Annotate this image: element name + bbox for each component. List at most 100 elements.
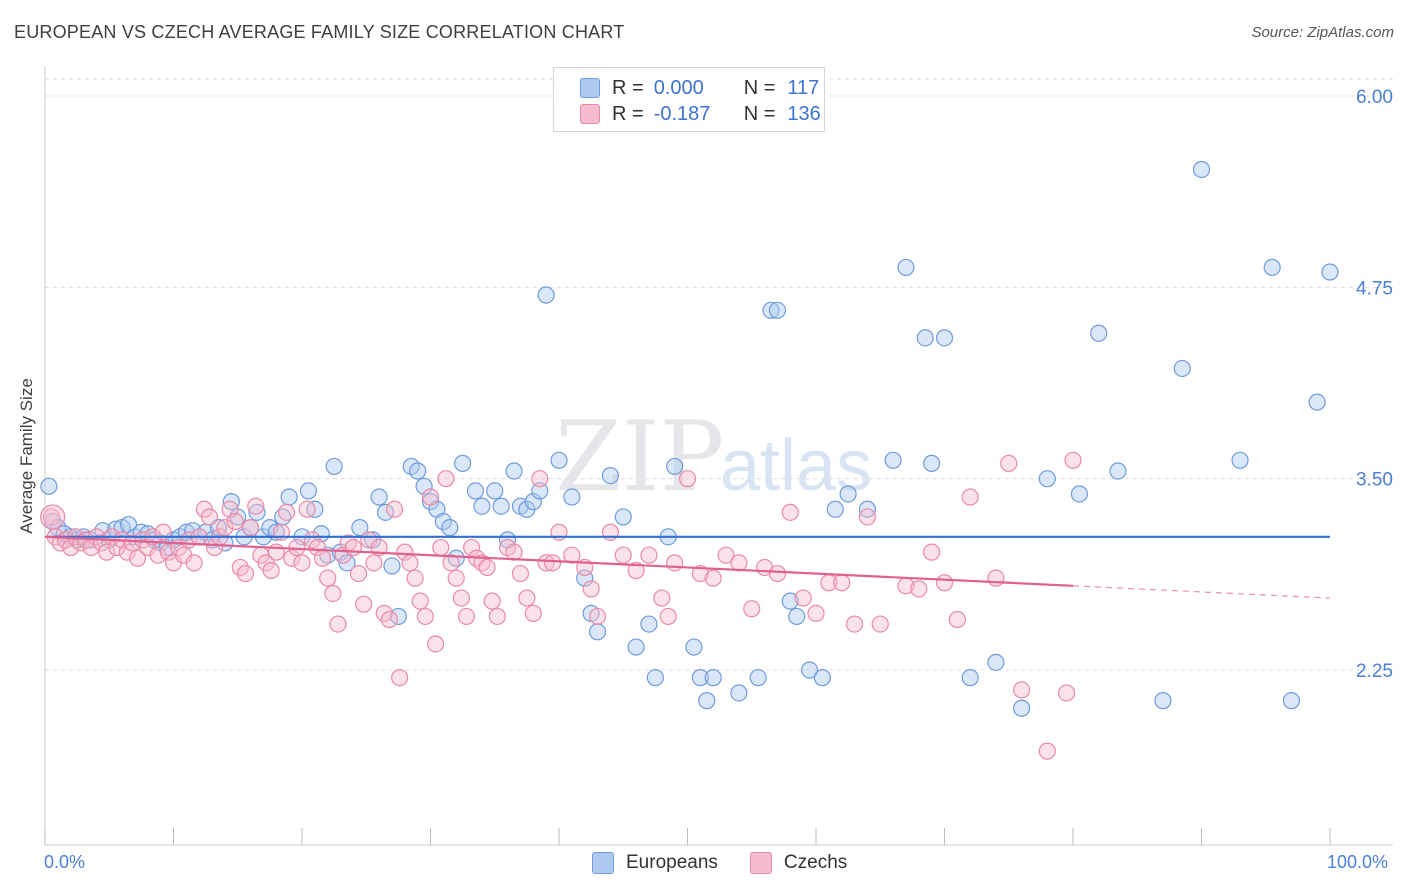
watermark-zip: ZIP bbox=[555, 401, 724, 513]
european-point bbox=[646, 669, 664, 687]
czech-point bbox=[324, 584, 342, 603]
european-point bbox=[376, 503, 395, 521]
czech-point bbox=[1038, 742, 1056, 760]
european-point bbox=[434, 512, 452, 531]
european-point bbox=[685, 638, 703, 656]
czech-point bbox=[478, 558, 496, 577]
czech-point bbox=[123, 534, 141, 552]
czech-point bbox=[653, 589, 671, 607]
czechs-n-label: N = bbox=[743, 102, 776, 125]
european-point bbox=[415, 477, 433, 495]
european-point bbox=[698, 692, 716, 710]
czech-point bbox=[313, 549, 332, 567]
european-point bbox=[1154, 692, 1172, 710]
czech-point bbox=[543, 554, 562, 572]
czech-point bbox=[242, 519, 260, 537]
european-point bbox=[184, 522, 202, 540]
czech-point bbox=[794, 589, 812, 607]
czech-point bbox=[910, 580, 928, 598]
european-point bbox=[627, 638, 645, 656]
european-point bbox=[1038, 470, 1056, 488]
czech-point bbox=[247, 497, 265, 515]
czech-point bbox=[511, 564, 530, 583]
european-point bbox=[916, 329, 934, 347]
european-point bbox=[839, 485, 857, 503]
czech-point bbox=[678, 470, 697, 488]
czech-point bbox=[833, 574, 851, 592]
european-point bbox=[473, 497, 491, 515]
european-point bbox=[447, 549, 465, 567]
european-point bbox=[280, 488, 298, 506]
czechs-legend-swatch bbox=[749, 852, 772, 874]
y-tick-label: 3.50 bbox=[1356, 470, 1393, 491]
czech-point bbox=[452, 589, 470, 607]
czech-point bbox=[421, 488, 440, 506]
czech-point bbox=[588, 607, 607, 626]
czech-point bbox=[406, 569, 424, 587]
czechs-trend-line-extension bbox=[1072, 585, 1331, 599]
czech-point bbox=[51, 534, 70, 552]
european-point bbox=[601, 467, 620, 485]
correlation-legend: R = 0.000 N = 117 R = -0.187 N = 136 bbox=[553, 67, 825, 132]
european-point bbox=[826, 500, 844, 518]
czech-point bbox=[704, 569, 722, 587]
czech-point bbox=[666, 554, 684, 572]
legend-item-czechs[interactable]: Czechs bbox=[749, 852, 848, 874]
czech-point bbox=[488, 607, 506, 626]
x-tick-label-max: 100.0% bbox=[1327, 852, 1389, 872]
european-point bbox=[923, 454, 941, 472]
czech-point bbox=[344, 538, 362, 557]
czech-point bbox=[118, 543, 136, 561]
czech-point bbox=[62, 538, 80, 557]
european-point bbox=[389, 607, 407, 626]
european-point bbox=[531, 482, 549, 500]
czech-point bbox=[518, 589, 536, 607]
european-point bbox=[370, 488, 388, 506]
czech-point bbox=[401, 554, 419, 572]
watermark-atlas: atlas bbox=[720, 426, 872, 506]
european-point bbox=[614, 508, 632, 526]
czech-point bbox=[627, 561, 645, 580]
european-point bbox=[1192, 160, 1211, 179]
european-point bbox=[788, 607, 806, 626]
czech-point bbox=[730, 554, 748, 572]
european-point bbox=[1231, 451, 1249, 469]
czech-point bbox=[128, 549, 147, 567]
czech-point bbox=[411, 592, 429, 610]
y-tick-label: 6.00 bbox=[1356, 87, 1393, 108]
european-point bbox=[563, 488, 581, 506]
european-point bbox=[1321, 263, 1339, 281]
czech-point bbox=[505, 543, 523, 561]
europeans-legend-label: Europeans bbox=[626, 852, 718, 873]
czech-point bbox=[385, 500, 404, 518]
czech-point bbox=[743, 600, 761, 618]
europeans-r-label: R = bbox=[612, 76, 644, 99]
european-point bbox=[466, 482, 485, 500]
european-point bbox=[248, 503, 266, 521]
czech-point bbox=[98, 543, 116, 561]
european-point bbox=[1282, 692, 1301, 710]
czech-point bbox=[1057, 684, 1076, 702]
czech-point bbox=[200, 508, 219, 526]
czech-point bbox=[781, 503, 799, 521]
czechs-trend-line bbox=[44, 535, 1074, 587]
czech-point bbox=[355, 595, 373, 613]
legend-item-europeans[interactable]: Europeans bbox=[592, 852, 718, 874]
x-tick-label-min: 0.0% bbox=[44, 852, 86, 872]
czech-point bbox=[531, 470, 549, 488]
europeans-n-value: 117 bbox=[787, 76, 820, 99]
czech-point bbox=[206, 538, 224, 557]
european-point bbox=[1109, 462, 1127, 480]
y-tick-label: 2.25 bbox=[1356, 661, 1393, 682]
european-point bbox=[897, 258, 915, 277]
czechs-swatch bbox=[580, 104, 600, 124]
czech-point bbox=[216, 519, 234, 537]
czech-point bbox=[437, 470, 455, 488]
czech-point bbox=[416, 607, 434, 626]
czech-point bbox=[1064, 451, 1082, 469]
european-point bbox=[800, 661, 819, 679]
czech-point bbox=[447, 569, 465, 587]
czechs-legend-label: Czechs bbox=[783, 852, 848, 873]
europeans-n-label: N = bbox=[743, 76, 776, 99]
czech-point bbox=[262, 561, 280, 580]
